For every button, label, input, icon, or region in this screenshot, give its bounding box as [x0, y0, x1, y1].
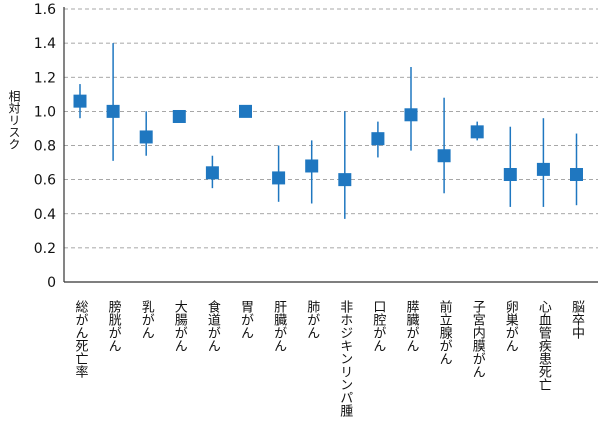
- point-marker: [205, 166, 219, 180]
- point-marker: [172, 109, 186, 123]
- x-category-label: 肝臓がん: [271, 300, 287, 352]
- y-tick-label: 1.6: [34, 2, 56, 18]
- x-category-label: 総がん死亡率: [73, 300, 89, 378]
- y-tick-label: 1.0: [34, 104, 56, 120]
- x-category-label: 非ホジキンリンパ腫: [337, 300, 353, 418]
- y-tick-label: 0.8: [34, 139, 56, 155]
- x-category-label: 脳卒中: [569, 300, 585, 339]
- y-tick-label: 1.4: [34, 36, 56, 52]
- point-marker: [503, 168, 517, 182]
- point-marker: [272, 171, 286, 185]
- point-marker: [437, 149, 451, 163]
- x-category-label: 食道がん: [205, 299, 221, 352]
- point-marker: [404, 108, 418, 122]
- point-marker: [570, 168, 583, 182]
- y-axis-title: 相対リスク: [7, 90, 21, 150]
- y-tick-label: 0.6: [34, 173, 56, 189]
- y-tick-label: 1.2: [34, 70, 56, 86]
- grid-layer: [64, 8, 598, 249]
- point-marker: [536, 162, 550, 176]
- point-marker: [305, 159, 319, 173]
- x-category-label: 膵臓がん: [404, 300, 420, 352]
- point-marker: [338, 173, 352, 187]
- point-marker: [239, 104, 252, 118]
- x-category-label: 卵巣がん: [503, 300, 519, 352]
- y-tick-label: 0.4: [34, 207, 56, 223]
- x-category-label: 大腸がん: [172, 300, 188, 352]
- x-category-label: 胃がん: [238, 300, 254, 339]
- x-category-label: 肺がん: [304, 300, 320, 339]
- x-category-label: 口腔がん: [370, 300, 386, 352]
- mark-layer: [73, 43, 583, 219]
- point-marker: [470, 125, 484, 139]
- y-tick-label: 0.2: [34, 241, 56, 257]
- x-category-label: 子宮内膜がん: [470, 300, 486, 378]
- x-category-label: 膀胱がん: [106, 299, 122, 352]
- x-category-label: 乳がん: [139, 300, 155, 339]
- point-marker: [106, 104, 120, 118]
- point-marker: [139, 130, 153, 144]
- point-marker: [73, 94, 87, 108]
- x-category-label: 心血管疾患死亡: [536, 300, 552, 391]
- x-category-label: 前立腺がん: [437, 299, 453, 365]
- point-marker: [371, 132, 385, 146]
- y-tick-label: 0: [47, 275, 56, 291]
- axis-layer: [63, 7, 598, 283]
